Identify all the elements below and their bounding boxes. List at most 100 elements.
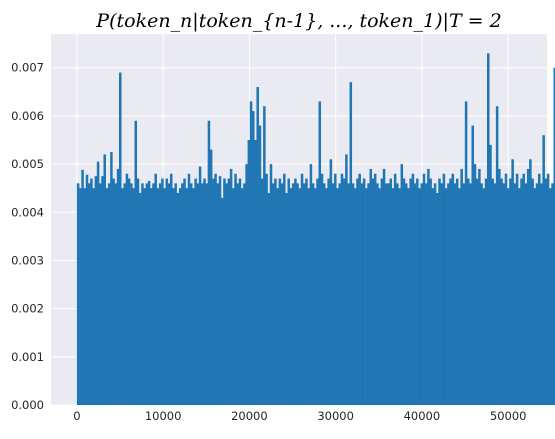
histogram-bar <box>214 173 217 405</box>
histogram-bar <box>283 173 286 405</box>
histogram-bar <box>256 87 259 405</box>
histogram-bar <box>174 183 177 405</box>
histogram-bar <box>316 178 319 405</box>
histogram-bar <box>400 164 404 405</box>
histogram-bar <box>136 178 140 405</box>
histogram-bar <box>376 183 379 405</box>
histogram-bar <box>409 178 412 405</box>
histogram-bar <box>453 183 457 405</box>
histogram-bar <box>112 178 115 405</box>
histogram-bar <box>258 125 262 405</box>
histogram-bar <box>440 183 443 405</box>
histogram-bar <box>247 140 251 405</box>
histogram-bar <box>391 188 395 405</box>
histogram-bar <box>205 183 208 405</box>
histogram-bar <box>382 168 386 405</box>
histogram-bar <box>147 180 151 405</box>
histogram-bar <box>353 188 357 405</box>
histogram-bar <box>96 161 100 405</box>
histogram-bar <box>121 188 124 405</box>
histogram-bar <box>438 178 441 405</box>
histogram-bar <box>285 193 288 405</box>
histogram-bar <box>402 178 406 405</box>
histogram-bar <box>194 178 197 405</box>
histogram-bar <box>431 188 435 405</box>
histogram-bar <box>420 183 424 405</box>
histogram-bar <box>378 188 381 405</box>
histogram-bar <box>513 183 517 405</box>
histogram-bar <box>196 183 200 405</box>
histogram-bar <box>351 183 355 405</box>
histogram-bar <box>291 183 295 405</box>
histogram-bar <box>169 173 173 405</box>
histogram-bar <box>145 183 149 405</box>
histogram-bar <box>234 173 237 405</box>
histogram-bar <box>451 173 455 405</box>
histogram-bar <box>331 183 335 405</box>
y-tick-label: 0.007 <box>11 61 44 75</box>
histogram-bar <box>413 183 417 405</box>
histogram-bar <box>322 183 326 405</box>
histogram-bar <box>101 176 104 405</box>
histogram-bar <box>362 178 366 405</box>
histogram-bar <box>524 183 528 405</box>
histogram-bar <box>105 188 109 405</box>
histogram-bar <box>489 144 492 405</box>
histogram-bar <box>152 183 155 405</box>
histogram-bar <box>471 125 475 405</box>
histogram-bar <box>274 178 277 405</box>
histogram-bar <box>216 183 220 405</box>
histogram-bar <box>110 152 113 405</box>
histogram-bar <box>358 173 361 405</box>
histogram-bar <box>183 178 186 405</box>
histogram-bar <box>444 188 448 405</box>
histogram-bar <box>367 183 370 405</box>
x-tick-label: 0 <box>73 409 80 423</box>
histogram-bar <box>493 183 497 405</box>
histogram-bar <box>418 188 421 405</box>
histogram-bar <box>424 183 428 405</box>
histogram-bar <box>143 188 146 405</box>
histogram-bar <box>475 178 479 405</box>
histogram-bar <box>371 178 375 405</box>
histogram-bar <box>365 188 368 405</box>
histogram-bar <box>107 183 111 405</box>
histogram-bar <box>422 173 426 405</box>
x-tick-label: 20000 <box>231 409 268 423</box>
histogram-bar <box>542 135 545 405</box>
y-tick-label: 0.001 <box>11 350 44 364</box>
histogram-bar <box>373 173 377 405</box>
histogram-bar <box>271 183 275 405</box>
histogram-bar <box>500 178 503 405</box>
histogram-bar <box>305 178 308 405</box>
histogram-bar <box>491 178 494 405</box>
histogram-bar <box>154 173 157 405</box>
histogram-bar <box>269 164 273 405</box>
histogram-bar <box>553 67 555 406</box>
chart-title: P(token_n|token_{n-1}, ..., token_1)|T =… <box>95 10 501 32</box>
histogram-bar <box>303 183 306 405</box>
histogram-bar <box>150 188 153 405</box>
histogram-bar <box>278 178 282 405</box>
histogram-bar <box>218 176 222 405</box>
histogram-bar <box>92 188 95 405</box>
histogram-bar <box>436 193 439 405</box>
histogram-bar <box>546 173 550 405</box>
histogram-bar <box>207 120 211 406</box>
histogram-bar <box>487 53 490 405</box>
histogram-bar <box>287 178 291 405</box>
histogram-bar <box>90 178 93 405</box>
histogram-bar <box>522 173 525 405</box>
histogram-bar <box>132 188 135 405</box>
histogram-bar <box>83 188 87 405</box>
histogram-bar <box>511 159 514 405</box>
histogram-bar <box>535 183 539 405</box>
histogram-bar <box>307 188 310 405</box>
histogram-bar <box>116 168 120 405</box>
histogram-bar <box>502 183 506 405</box>
histogram-bar <box>198 166 202 405</box>
histogram-bar <box>442 173 446 405</box>
histogram-bar <box>232 188 235 405</box>
histogram-bar <box>404 183 408 405</box>
